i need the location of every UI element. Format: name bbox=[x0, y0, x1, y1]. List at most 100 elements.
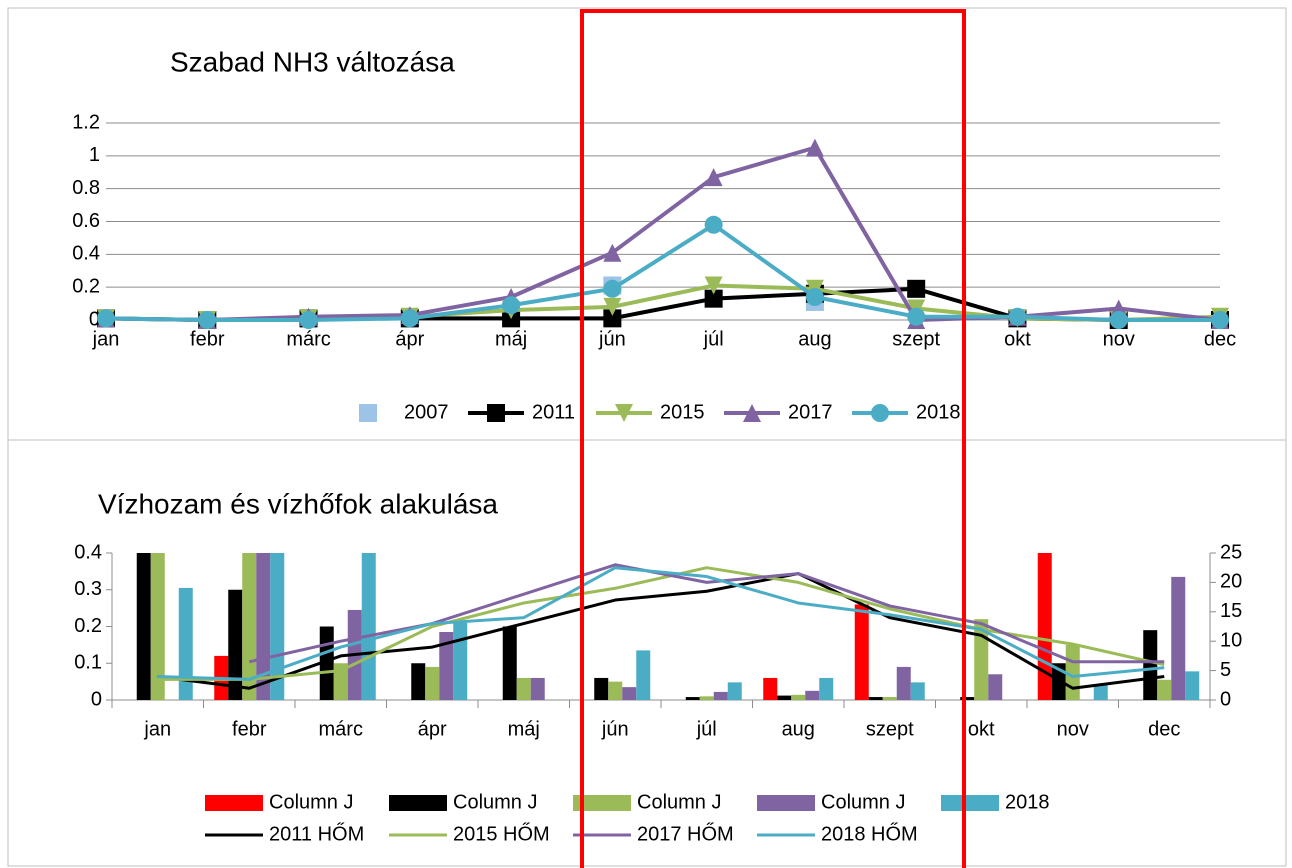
y-tick-label: 0 bbox=[89, 308, 100, 330]
y2-tick-label: 25 bbox=[1220, 541, 1242, 563]
legend-swatch bbox=[205, 795, 263, 811]
bar bbox=[608, 681, 623, 700]
bar bbox=[439, 632, 454, 700]
x-tick-label: aug bbox=[798, 328, 831, 350]
point bbox=[704, 289, 723, 308]
legend-marker bbox=[871, 404, 889, 422]
y-tick-label: 0 bbox=[91, 688, 102, 710]
legend-label: 2018 HŐM bbox=[821, 822, 918, 845]
chart-frame bbox=[7, 439, 1287, 867]
bar bbox=[136, 553, 151, 700]
legend-marker bbox=[615, 404, 633, 422]
point bbox=[704, 276, 723, 295]
y-tick-label: 0.1 bbox=[74, 652, 102, 674]
x-tick-label: dec bbox=[1204, 328, 1236, 350]
bar bbox=[727, 682, 742, 700]
y-tick-label: 0.8 bbox=[72, 177, 100, 199]
legend-swatch bbox=[757, 795, 815, 811]
x-tick-label: nov bbox=[1103, 328, 1135, 350]
y-tick-label: 1 bbox=[89, 144, 100, 166]
y2-tick-label: 15 bbox=[1220, 600, 1242, 622]
x-tick-label: ápr bbox=[395, 328, 424, 350]
point bbox=[704, 215, 723, 234]
x-tick-label: máj bbox=[495, 328, 527, 350]
legend-swatch bbox=[573, 795, 631, 811]
bar bbox=[228, 589, 243, 700]
x-tick-label: szept bbox=[866, 718, 914, 740]
point bbox=[1109, 311, 1128, 329]
legend-marker bbox=[487, 404, 505, 422]
x-tick-label: júl bbox=[703, 328, 724, 350]
point bbox=[603, 243, 622, 262]
legend-label: 2015 bbox=[660, 401, 705, 423]
bar bbox=[530, 677, 545, 700]
point bbox=[907, 279, 926, 298]
bar bbox=[150, 553, 165, 700]
legend-label: 2017 bbox=[788, 401, 833, 423]
bar bbox=[256, 553, 271, 700]
bar bbox=[819, 677, 834, 700]
bar bbox=[882, 697, 897, 700]
y2-tick-label: 10 bbox=[1220, 629, 1242, 651]
point bbox=[805, 288, 824, 307]
line bbox=[248, 563, 1165, 664]
x-tick-label: aug bbox=[782, 718, 815, 740]
legend-label: 2018 bbox=[1005, 791, 1050, 813]
legend-label: 2015 HŐM bbox=[453, 822, 550, 845]
line bbox=[105, 222, 1220, 322]
point bbox=[299, 311, 318, 329]
y-tick-label: 0.6 bbox=[72, 210, 100, 232]
bar bbox=[411, 663, 426, 700]
bar bbox=[270, 553, 285, 700]
x-tick-label: jan bbox=[143, 718, 171, 740]
legend-label: Column J bbox=[453, 791, 537, 813]
bar bbox=[685, 697, 700, 700]
y2-tick-label: 0 bbox=[1220, 688, 1231, 710]
bar bbox=[1143, 630, 1158, 700]
bar bbox=[910, 682, 925, 700]
x-tick-label: jún bbox=[601, 718, 629, 740]
x-tick-label: ápr bbox=[418, 718, 447, 740]
x-tick-label: okt bbox=[1004, 328, 1031, 350]
point bbox=[97, 309, 115, 328]
bar bbox=[960, 697, 975, 700]
bar bbox=[868, 697, 883, 700]
point bbox=[502, 296, 521, 315]
bar bbox=[854, 604, 869, 700]
y-tick-label: 0.2 bbox=[74, 615, 102, 637]
legend-swatch bbox=[941, 795, 999, 811]
point bbox=[907, 307, 926, 326]
bar bbox=[1157, 679, 1172, 700]
line bbox=[157, 566, 1165, 681]
bar bbox=[622, 687, 637, 700]
y-tick-label: 1.2 bbox=[72, 111, 100, 133]
legend-marker bbox=[359, 404, 377, 422]
bar bbox=[516, 677, 531, 700]
chart-title: Szabad NH3 változása bbox=[170, 46, 455, 77]
y-tick-label: 0.3 bbox=[74, 578, 102, 600]
y2-tick-label: 5 bbox=[1220, 659, 1231, 681]
x-tick-label: dec bbox=[1148, 718, 1180, 740]
x-tick-label: szept bbox=[892, 328, 940, 350]
legend-swatch bbox=[389, 795, 447, 811]
bar bbox=[242, 553, 257, 700]
point bbox=[603, 297, 622, 316]
bar bbox=[1037, 553, 1052, 700]
legend-label: 2011 HŐM bbox=[269, 822, 364, 845]
point bbox=[198, 311, 217, 329]
legend-label: 2007 bbox=[404, 401, 449, 423]
legend-label: Column J bbox=[821, 791, 905, 813]
chart-title: Vízhozam és vízhőfok alakulása bbox=[98, 488, 498, 519]
x-tick-label: jún bbox=[598, 328, 626, 350]
bar bbox=[361, 553, 376, 700]
bar bbox=[502, 626, 517, 700]
bar bbox=[636, 650, 651, 700]
x-tick-label: jan bbox=[92, 328, 120, 350]
y2-tick-label: 20 bbox=[1220, 571, 1242, 593]
y-tick-label: 0.4 bbox=[72, 243, 100, 265]
x-tick-label: márc bbox=[286, 328, 330, 350]
x-tick-label: nov bbox=[1057, 718, 1089, 740]
bar bbox=[763, 677, 778, 700]
bar bbox=[1093, 685, 1108, 700]
